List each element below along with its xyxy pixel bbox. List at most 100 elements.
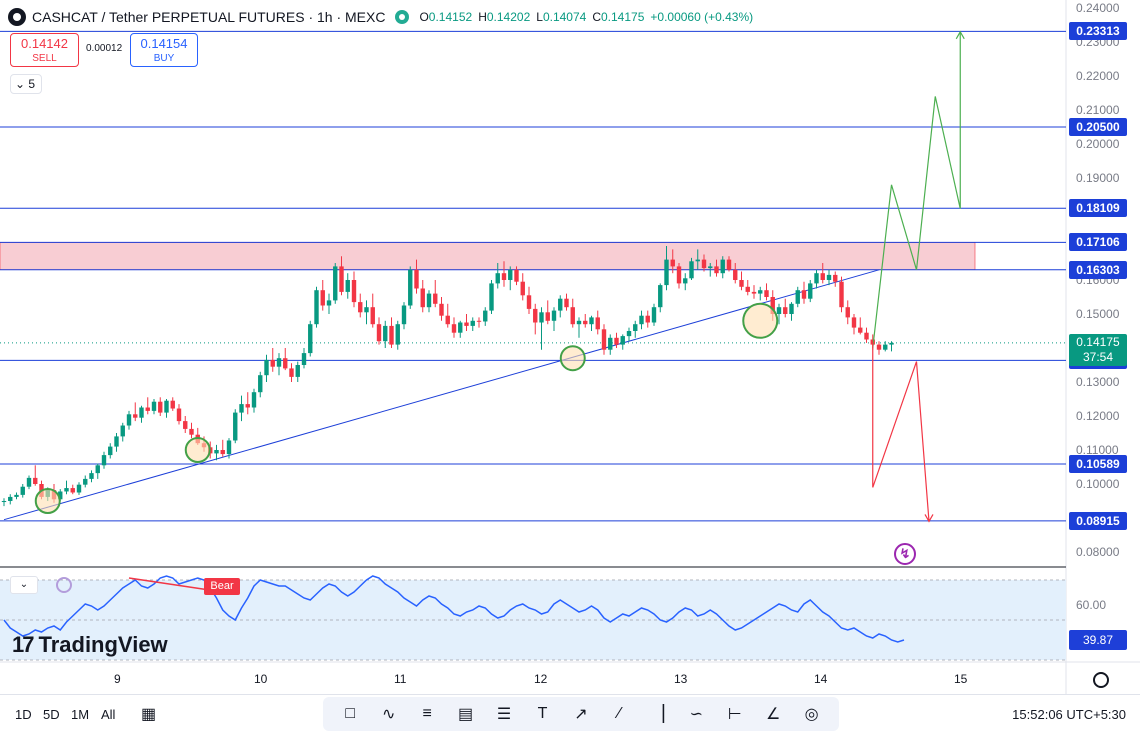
bearish-projection bbox=[872, 341, 930, 522]
candle-body bbox=[670, 259, 675, 267]
level-price-badge: 0.23313 bbox=[1069, 22, 1127, 41]
candle-body bbox=[620, 336, 625, 345]
candle-body bbox=[539, 312, 544, 323]
candle-body bbox=[764, 290, 769, 297]
candle-body bbox=[658, 285, 663, 308]
text-icon[interactable]: T bbox=[537, 705, 548, 722]
logo-icon bbox=[8, 8, 26, 26]
indicators-toggle[interactable]: ⌄ 5 bbox=[10, 74, 42, 94]
ray-icon[interactable]: ∕ bbox=[618, 705, 621, 722]
candle-body bbox=[839, 281, 844, 308]
candle-body bbox=[820, 273, 825, 280]
time-tick-label: 15 bbox=[954, 672, 968, 686]
candle-body bbox=[314, 290, 319, 325]
timeframe-1m[interactable]: 1M bbox=[71, 707, 90, 722]
candle-body bbox=[364, 307, 369, 313]
ruler-icon[interactable]: ⊢ bbox=[727, 706, 742, 723]
candle-body bbox=[501, 273, 507, 280]
candle-body bbox=[426, 293, 432, 308]
fib-icon[interactable]: ≡ bbox=[422, 705, 432, 722]
timeframe-5d[interactable]: 5D bbox=[43, 707, 60, 722]
candle-body bbox=[739, 280, 744, 287]
candle-body bbox=[283, 358, 288, 369]
sell-button[interactable]: 0.14142 SELL bbox=[10, 33, 79, 67]
refresh-icon[interactable] bbox=[56, 577, 72, 593]
candle-body bbox=[858, 327, 863, 333]
rsi-value-badge: 39.87 bbox=[1069, 630, 1127, 650]
price-change: +0.00060 (+0.43%) bbox=[650, 10, 754, 24]
candle-body bbox=[376, 324, 382, 342]
bars-pattern-icon[interactable]: ▕ bbox=[651, 706, 664, 723]
tradingview-watermark: 17 TradingView bbox=[12, 632, 168, 658]
price-tick-label: 0.24000 bbox=[1076, 1, 1120, 15]
settings-icon[interactable] bbox=[1093, 672, 1109, 688]
candle-body bbox=[239, 404, 244, 413]
price-tick-label: 0.13000 bbox=[1076, 375, 1120, 389]
candle-body bbox=[645, 315, 650, 323]
hlines-icon[interactable]: ☰ bbox=[496, 706, 512, 723]
candle-body bbox=[289, 368, 294, 377]
candle-body bbox=[270, 359, 275, 367]
brush-icon[interactable]: ↗ bbox=[574, 706, 588, 723]
candle-body bbox=[33, 477, 38, 484]
symbol-title[interactable]: CASHCAT / Tether PERPETUAL FUTURES · 1h … bbox=[32, 9, 386, 25]
candle-body bbox=[676, 266, 682, 284]
candle-body bbox=[414, 269, 419, 289]
candle-body bbox=[320, 290, 325, 306]
candle-body bbox=[464, 322, 469, 326]
visibility-icon[interactable] bbox=[395, 10, 410, 24]
candle-body bbox=[733, 269, 738, 280]
low-value: 0.14074 bbox=[542, 10, 587, 24]
level-price-badge: 0.10589 bbox=[1069, 454, 1127, 473]
candle-body bbox=[176, 408, 182, 422]
candle-body bbox=[439, 303, 444, 316]
level-price-badge: 0.20500 bbox=[1069, 118, 1127, 136]
timeframe-all[interactable]: All bbox=[101, 707, 116, 722]
calendar-range-icon[interactable]: ▦ bbox=[141, 706, 157, 723]
candle-body bbox=[326, 300, 332, 306]
long-short-icon[interactable]: ▤ bbox=[458, 706, 474, 723]
candle-body bbox=[751, 291, 757, 294]
path-icon[interactable]: ∽ bbox=[689, 706, 703, 723]
candle-body bbox=[333, 266, 338, 301]
chevron-down-icon: ⌄ bbox=[19, 579, 29, 590]
candle-body bbox=[95, 465, 100, 474]
timeframe-1d[interactable]: 1D bbox=[15, 707, 32, 722]
magnet-icon[interactable]: ◎ bbox=[804, 706, 819, 723]
candle-body bbox=[533, 308, 538, 323]
candle-body bbox=[151, 401, 157, 411]
candle-body bbox=[258, 375, 263, 393]
candle-body bbox=[395, 324, 400, 345]
price-tick-label: 0.15000 bbox=[1076, 307, 1120, 321]
time-tick-label: 10 bbox=[254, 672, 268, 686]
candle-body bbox=[101, 455, 107, 466]
rsi-line bbox=[3, 575, 905, 643]
touch-circle bbox=[559, 345, 586, 372]
lightning-icon[interactable]: ↯ bbox=[894, 543, 916, 565]
candle-body bbox=[295, 365, 300, 377]
price-tick-label: 0.22000 bbox=[1076, 69, 1120, 83]
trend-line-icon[interactable]: ∿ bbox=[381, 706, 396, 723]
price-tick-label: 0.10000 bbox=[1076, 477, 1120, 491]
candle-body bbox=[795, 290, 800, 304]
time-tick-label: 13 bbox=[674, 672, 688, 686]
trendline bbox=[3, 269, 880, 521]
candle-body bbox=[864, 332, 869, 340]
close-value: 0.14175 bbox=[601, 10, 645, 24]
clock: 15:52:06 UTC+5:30 bbox=[1012, 707, 1126, 722]
buy-button[interactable]: 0.14154 BUY bbox=[130, 33, 198, 67]
candle-body bbox=[276, 358, 282, 367]
crosshair-frame-icon[interactable]: □ bbox=[345, 705, 356, 722]
candle-body bbox=[251, 392, 257, 408]
rsi-collapse-button[interactable]: ⌄ bbox=[10, 576, 38, 594]
candle-body bbox=[83, 478, 88, 485]
measure-icon[interactable]: ∠ bbox=[766, 706, 781, 723]
candle-body bbox=[476, 320, 482, 322]
candle-body bbox=[695, 259, 700, 262]
candle-body bbox=[770, 297, 775, 314]
level-price-badge: 0.18109 bbox=[1069, 199, 1127, 218]
candle-body bbox=[758, 290, 763, 294]
level-price-badge: 0.08915 bbox=[1069, 511, 1127, 530]
candle-body bbox=[514, 269, 519, 282]
